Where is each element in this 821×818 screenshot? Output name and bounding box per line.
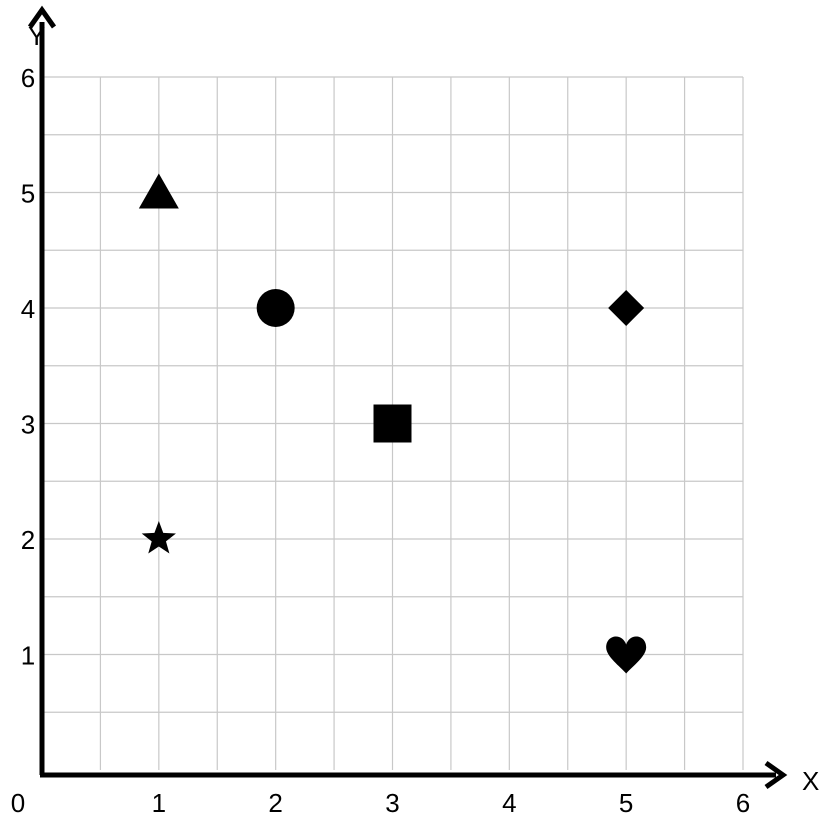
x-axis-arrow xyxy=(764,760,788,790)
y-axis-arrow xyxy=(27,5,57,29)
data-points xyxy=(138,173,647,674)
y-tick-label: 6 xyxy=(21,63,35,93)
y-tick-label: 4 xyxy=(21,294,35,324)
triangle-point xyxy=(138,173,179,209)
x-tick-label: 3 xyxy=(385,788,399,818)
x-tick-label: 1 xyxy=(152,788,166,818)
x-tick-label: 5 xyxy=(619,788,633,818)
y-tick-label: 5 xyxy=(21,179,35,209)
star-point xyxy=(141,521,176,554)
x-tick-label: 6 xyxy=(736,788,750,818)
square-point xyxy=(373,404,412,443)
heart-point xyxy=(606,636,647,674)
x-axis-title: X xyxy=(802,766,819,796)
y-tick-label: 2 xyxy=(21,525,35,555)
x-tick-label: 0 xyxy=(11,788,25,818)
x-tick-label: 4 xyxy=(502,788,516,818)
axes: Y X xyxy=(27,5,819,796)
x-tick-label: 2 xyxy=(268,788,282,818)
y-axis-title: Y xyxy=(28,21,45,51)
y-tick-label: 1 xyxy=(21,641,35,671)
y-tick-label: 3 xyxy=(21,410,35,440)
tick-labels: 0 1 2 3 4 5 6 1 2 3 4 5 6 xyxy=(11,63,750,818)
diamond-point xyxy=(608,290,645,326)
circle-point xyxy=(256,289,295,327)
